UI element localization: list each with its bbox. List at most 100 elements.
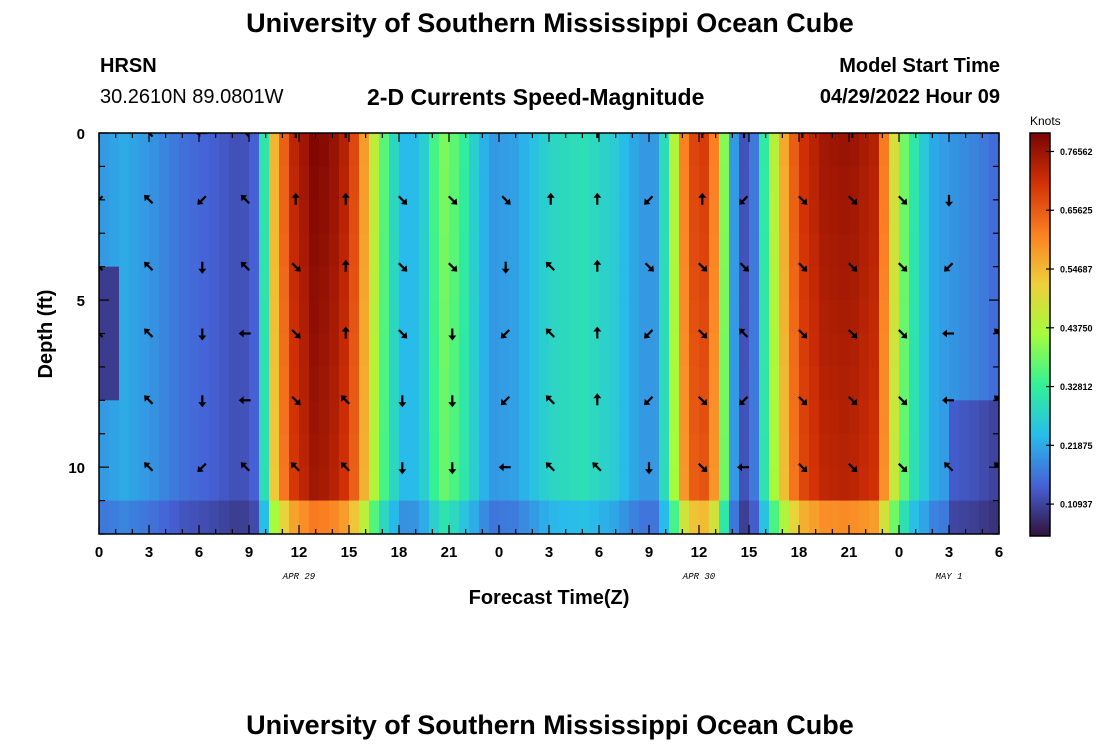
current-arrow xyxy=(593,393,602,406)
heatmap-cell xyxy=(989,199,999,234)
current-arrow xyxy=(944,462,954,472)
heatmap-cell xyxy=(659,266,670,301)
current-arrow xyxy=(739,262,749,272)
x-tick-label: 12 xyxy=(291,544,308,561)
heatmap-cell xyxy=(839,266,850,301)
heatmap-cell xyxy=(449,400,460,435)
heatmap-cell xyxy=(779,333,790,368)
heatmap-cell xyxy=(599,433,610,468)
heatmap-cell xyxy=(539,300,550,335)
heatmap-cell xyxy=(579,467,590,502)
heatmap-cell xyxy=(169,199,180,234)
heatmap-cell xyxy=(219,166,230,201)
heatmap-cell xyxy=(869,467,880,502)
heatmap-cell xyxy=(399,400,410,435)
station-id: HRSN xyxy=(100,55,157,77)
heatmap-cell xyxy=(809,366,820,401)
heatmap-cell xyxy=(839,300,850,335)
heatmap-cell xyxy=(989,366,999,401)
heatmap-cell xyxy=(929,166,940,201)
current-arrow xyxy=(240,194,251,205)
heatmap-cell xyxy=(929,400,940,435)
x-tick-label: 6 xyxy=(595,544,603,561)
heatmap-cell xyxy=(939,233,950,268)
heatmap-cell xyxy=(369,500,380,534)
heatmap-cell xyxy=(939,266,950,301)
heatmap-cell xyxy=(129,333,140,368)
heatmap-cell xyxy=(229,166,240,201)
heatmap-cell xyxy=(809,400,820,435)
heatmap-cell xyxy=(349,199,360,234)
heatmap-cell xyxy=(819,400,830,435)
heatmap-cell xyxy=(629,133,640,168)
heatmap-cell xyxy=(189,400,200,435)
heatmap-cell xyxy=(699,266,710,301)
heatmap-cell xyxy=(559,233,570,268)
heatmap-cell xyxy=(339,400,350,435)
current-arrow xyxy=(847,462,858,473)
heatmap-cell xyxy=(589,199,600,234)
heatmap-cell xyxy=(459,333,470,368)
current-arrow xyxy=(397,262,408,272)
heatmap-cell xyxy=(129,433,140,468)
heatmap-cell xyxy=(979,166,990,201)
heatmap-cell xyxy=(529,467,540,502)
heatmap-cell xyxy=(109,199,120,234)
heatmap-cell xyxy=(759,333,770,368)
heatmap-cell xyxy=(559,467,570,502)
heatmap-cell xyxy=(939,199,950,234)
heatmap-cell xyxy=(799,366,810,401)
heatmap-cell xyxy=(239,133,250,168)
heatmap-cell xyxy=(539,333,550,368)
heatmap-cell xyxy=(99,433,110,468)
heatmap-cell xyxy=(329,467,340,502)
currents-speed-chart: 0 3 6 9 12 15 18 21 0 3 6 9 12 15 18 21 0 3 6 APR 29 APR 30 M… xyxy=(35,114,1093,609)
heatmap-cell xyxy=(859,266,870,301)
heatmap-cell xyxy=(339,500,350,534)
heatmap-cell xyxy=(359,433,370,468)
heatmap-cell xyxy=(499,400,510,435)
heatmap-cell xyxy=(159,433,170,468)
heatmap-cell xyxy=(769,433,780,468)
heatmap-cell xyxy=(399,133,410,168)
heatmap-cell xyxy=(279,300,290,335)
heatmap-cell xyxy=(959,333,970,368)
heatmap-cell xyxy=(799,166,810,201)
heatmap-cell xyxy=(639,133,650,168)
heatmap-cell xyxy=(879,300,890,335)
heatmap-cell xyxy=(439,333,450,368)
heatmap-cell xyxy=(329,333,340,368)
heatmap-cell xyxy=(679,433,690,468)
heatmap-cell xyxy=(599,199,610,234)
heatmap-cell xyxy=(589,166,600,201)
heatmap-cell xyxy=(119,500,130,534)
heatmap-cell xyxy=(769,366,780,401)
heatmap-cell xyxy=(489,333,500,368)
heatmap-cell xyxy=(729,366,740,401)
heatmap-cell xyxy=(549,333,560,368)
heatmap-cell xyxy=(339,433,350,468)
heatmap-cell xyxy=(619,500,630,534)
heatmap-cell xyxy=(389,400,400,435)
heatmap-cell xyxy=(579,433,590,468)
heatmap-cell xyxy=(249,333,260,368)
heatmap-cell xyxy=(749,133,760,168)
heatmap-cell xyxy=(469,233,480,268)
heatmap-cell xyxy=(119,333,130,368)
heatmap-cell xyxy=(179,333,190,368)
heatmap-cell xyxy=(699,467,710,502)
heatmap-cell xyxy=(689,433,700,468)
heatmap-cell xyxy=(249,400,260,435)
heatmap-cell xyxy=(219,500,230,534)
heatmap-cell xyxy=(559,400,570,435)
heatmap-cell xyxy=(619,400,630,435)
date-label: APR 30 xyxy=(682,572,716,582)
current-arrow xyxy=(341,326,350,339)
heatmap-cell xyxy=(449,433,460,468)
heatmap-cell xyxy=(219,400,230,435)
heatmap-cell xyxy=(969,333,980,368)
heatmap-cell xyxy=(579,199,590,234)
heatmap-cell xyxy=(869,433,880,468)
heatmap-cell xyxy=(559,333,570,368)
heatmap-cell xyxy=(659,166,670,201)
